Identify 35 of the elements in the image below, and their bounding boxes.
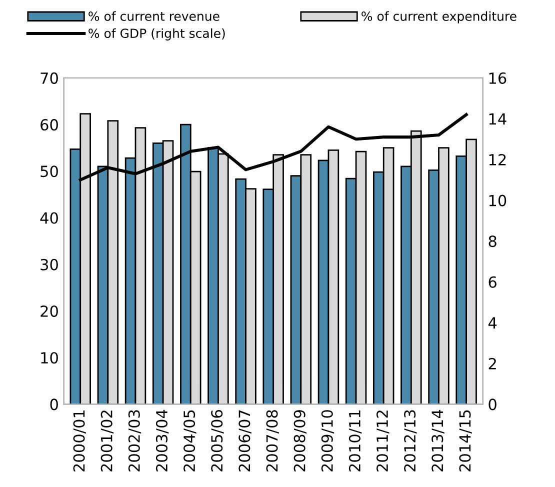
x-tick-label: 2009/10 bbox=[321, 410, 334, 472]
y-tick-label: 0 bbox=[50, 398, 58, 410]
legend-label: % of current revenue bbox=[88, 11, 220, 21]
legend-label: % of GDP (right scale) bbox=[88, 28, 225, 40]
y-tick-label: 20 bbox=[40, 305, 58, 318]
y2-tick-label: 12 bbox=[489, 154, 506, 166]
y2-tick-label: 0 bbox=[488, 398, 496, 410]
y2-tick-label: 4 bbox=[488, 317, 497, 328]
x-tick-label: 2002/03 bbox=[128, 410, 142, 472]
x-tick-label: 2005/06 bbox=[211, 410, 224, 472]
x-tick-label: 2013/14 bbox=[432, 410, 444, 472]
legend-label: % of current expenditure bbox=[362, 11, 516, 24]
x-tick-label: 2003/04 bbox=[156, 410, 169, 472]
x-tick-label: 2006/07 bbox=[238, 410, 252, 472]
y-tick-label: 10 bbox=[41, 352, 58, 364]
x-tick-label: 2007/08 bbox=[266, 410, 279, 472]
x-tick-label: 2008/09 bbox=[294, 410, 307, 472]
x-tick-label: 2004/05 bbox=[184, 410, 196, 472]
y2-tick-label: 6 bbox=[488, 276, 496, 288]
y-tick-label: 40 bbox=[40, 212, 58, 224]
x-tick-label: 2001/02 bbox=[100, 410, 114, 472]
y-tick-label: 30 bbox=[40, 258, 58, 270]
y2-tick-label: 14 bbox=[489, 113, 506, 125]
y-tick-label: 70 bbox=[40, 72, 58, 84]
y2-tick-label: 2 bbox=[488, 358, 496, 370]
x-tick-label: 2014/15 bbox=[459, 410, 472, 472]
y-tick-label: 60 bbox=[40, 119, 58, 131]
x-tick-label: 2000/01 bbox=[73, 410, 86, 472]
x-tick-label: 2012/13 bbox=[404, 410, 417, 472]
y2-tick-label: 16 bbox=[489, 72, 506, 84]
x-tick-label: 2011/12 bbox=[376, 410, 390, 472]
y2-tick-label: 8 bbox=[488, 236, 496, 248]
y2-tick-label: 10 bbox=[489, 194, 506, 206]
y-tick-label: 50 bbox=[40, 166, 58, 178]
x-tick-label: 2010/11 bbox=[348, 410, 362, 472]
